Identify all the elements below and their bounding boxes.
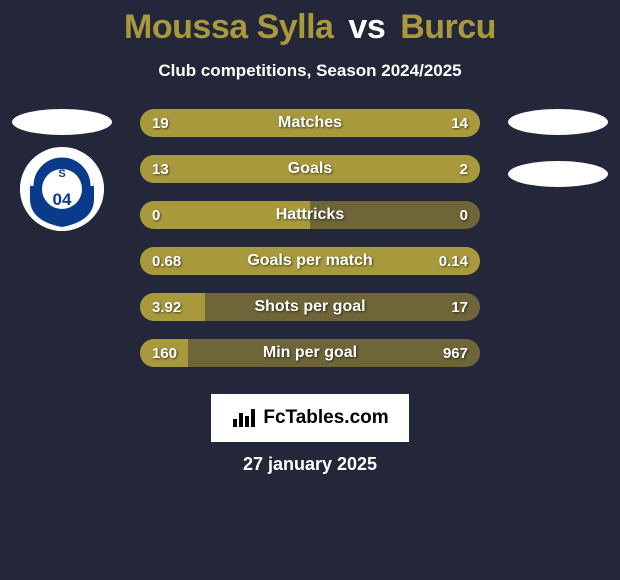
subtitle: Club competitions, Season 2024/2025 — [0, 61, 620, 81]
club-logo-icon: S 04 — [20, 147, 104, 231]
stat-label: Goals per match — [140, 247, 480, 275]
stat-bars: 1914Matches 132Goals 00Hattricks 0.680.14Go… — [140, 109, 480, 385]
stat-label: Shots per goal — [140, 293, 480, 321]
player1-placeholder-icon — [12, 109, 112, 135]
brand-text: FcTables.com — [263, 407, 388, 429]
stat-row: 00Hattricks — [140, 201, 480, 229]
brand-badge: FcTables.com — [211, 394, 409, 442]
stat-label: Hattricks — [140, 201, 480, 229]
stat-label: Min per goal — [140, 339, 480, 367]
stat-row: 1914Matches — [140, 109, 480, 137]
date-text: 27 january 2025 — [0, 454, 620, 475]
right-badges — [508, 109, 608, 187]
stat-row: 3.9217Shots per goal — [140, 293, 480, 321]
stat-row: 160967Min per goal — [140, 339, 480, 367]
stat-row: 0.680.14Goals per match — [140, 247, 480, 275]
stat-label: Matches — [140, 109, 480, 137]
page-title: Moussa Sylla vs Burcu — [0, 0, 620, 47]
stat-row: 132Goals — [140, 155, 480, 183]
player2-name: Burcu — [400, 8, 496, 46]
vs-text: vs — [348, 8, 385, 46]
bars-icon — [231, 407, 257, 429]
svg-text:S: S — [58, 168, 65, 180]
left-badges: S 04 — [12, 109, 112, 231]
player2-placeholder-icon — [508, 109, 608, 135]
player1-name: Moussa Sylla — [124, 8, 333, 46]
stat-label: Goals — [140, 155, 480, 183]
svg-text:04: 04 — [53, 190, 72, 209]
club2-placeholder-icon — [508, 161, 608, 187]
